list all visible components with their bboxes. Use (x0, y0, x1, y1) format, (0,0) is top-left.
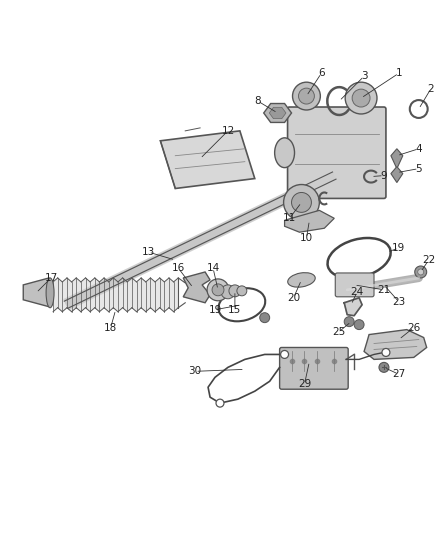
Polygon shape (53, 278, 178, 312)
Circle shape (379, 362, 389, 373)
Text: 20: 20 (287, 293, 300, 303)
Circle shape (344, 317, 354, 327)
Text: 16: 16 (172, 263, 185, 273)
Text: 1: 1 (396, 68, 402, 78)
Text: 2: 2 (427, 84, 434, 94)
Circle shape (298, 88, 314, 104)
Text: 13: 13 (142, 247, 155, 257)
Text: 11: 11 (283, 213, 296, 223)
Circle shape (281, 351, 289, 358)
Text: 30: 30 (189, 366, 202, 376)
Text: 21: 21 (377, 285, 391, 295)
Text: 24: 24 (350, 287, 364, 297)
Circle shape (415, 266, 427, 278)
Text: 29: 29 (298, 379, 311, 389)
Text: 6: 6 (318, 68, 325, 78)
Text: 9: 9 (381, 171, 387, 181)
Text: 23: 23 (392, 297, 406, 307)
Text: 12: 12 (221, 126, 235, 136)
Circle shape (418, 269, 424, 275)
Circle shape (207, 279, 229, 301)
Polygon shape (269, 107, 286, 119)
Polygon shape (285, 211, 334, 232)
Polygon shape (344, 298, 362, 316)
Circle shape (293, 82, 320, 110)
FancyBboxPatch shape (279, 348, 348, 389)
Polygon shape (23, 278, 49, 307)
Circle shape (292, 192, 311, 212)
Polygon shape (264, 103, 292, 123)
Text: 22: 22 (422, 255, 435, 265)
FancyBboxPatch shape (335, 273, 374, 297)
Text: 15: 15 (228, 305, 241, 314)
Circle shape (229, 285, 241, 297)
Circle shape (345, 82, 377, 114)
Text: 4: 4 (415, 144, 422, 154)
Circle shape (216, 399, 224, 407)
Circle shape (221, 285, 235, 299)
Text: 10: 10 (300, 233, 313, 243)
Circle shape (283, 184, 319, 220)
Circle shape (212, 284, 224, 296)
Text: 18: 18 (104, 322, 117, 333)
Text: 25: 25 (332, 327, 346, 336)
Text: 3: 3 (361, 71, 367, 81)
Text: 19: 19 (208, 305, 222, 314)
Polygon shape (391, 149, 403, 168)
Text: 8: 8 (254, 96, 261, 106)
Text: 19: 19 (392, 243, 406, 253)
Polygon shape (183, 272, 210, 303)
Polygon shape (391, 167, 403, 182)
Ellipse shape (275, 138, 294, 168)
Circle shape (260, 313, 270, 322)
Circle shape (382, 349, 390, 357)
Text: 14: 14 (206, 263, 220, 273)
Circle shape (354, 320, 364, 329)
Circle shape (237, 286, 247, 296)
Polygon shape (160, 131, 255, 189)
Circle shape (352, 89, 370, 107)
Text: 17: 17 (44, 273, 58, 283)
Text: 26: 26 (407, 322, 420, 333)
Polygon shape (364, 329, 427, 359)
Ellipse shape (288, 273, 315, 287)
FancyBboxPatch shape (288, 107, 386, 198)
Text: 27: 27 (392, 369, 406, 379)
Ellipse shape (46, 278, 54, 308)
Text: 5: 5 (415, 164, 422, 174)
